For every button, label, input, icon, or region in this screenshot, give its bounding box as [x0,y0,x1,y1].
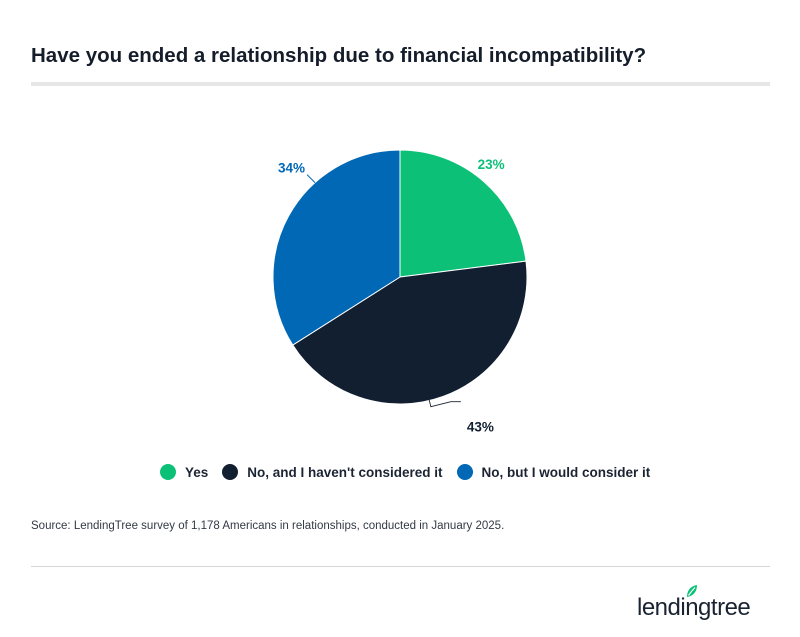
legend-label-no-not-considered: No, and I haven't considered it [247,464,443,480]
pie-slice-1 [292,260,528,405]
lendingtree-logo[interactable]: lendingtree [637,584,770,624]
data-label-1: 43% [467,420,494,435]
chart-legend: Yes No, and I haven't considered it No, … [160,464,664,480]
leaf-icon [687,585,697,597]
pie-slice-2 [272,149,401,346]
legend-item-yes: Yes [160,464,208,480]
legend-swatch-no-would-consider [456,464,473,480]
legend-label-no-would-consider: No, but I would consider it [481,464,651,480]
source-note: Source: LendingTree survey of 1,178 Amer… [31,520,505,532]
title-divider [31,82,770,86]
pie-chart: 23% 43% 34% [272,149,528,435]
logo-wordmark: lendingtree [637,594,751,621]
legend-label-yes: Yes [185,464,209,480]
legend-swatch-yes [160,464,176,480]
footer-divider [31,566,770,567]
legend-swatch-no-not-considered [222,464,239,480]
legend-item-no-would-consider: No, but I would consider it [456,464,651,480]
leader-line-1 [428,398,461,408]
data-label-0: 23% [478,157,505,172]
leader-line-2 [306,174,316,183]
pie-slice-0 [399,149,527,278]
data-label-2: 34% [278,161,305,176]
legend-item-no-not-considered: No, and I haven't considered it [222,464,443,480]
chart-title: Have you ended a relationship due to fin… [31,44,647,67]
